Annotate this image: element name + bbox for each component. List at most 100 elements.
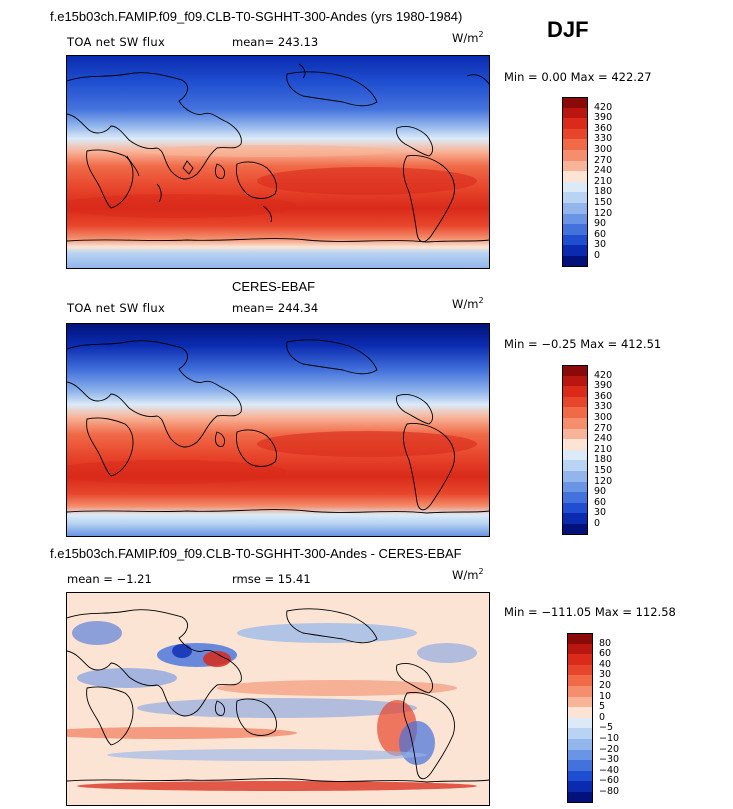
- panel3-map: [66, 592, 490, 806]
- season-label: DJF: [547, 17, 589, 42]
- colorbar-swatch: [562, 118, 588, 130]
- colorbar-tick-label: 20: [599, 680, 612, 691]
- colorbar-tick-label: 270: [594, 422, 613, 434]
- colorbar-tick-label: 0: [594, 518, 601, 529]
- colorbar-swatch: [567, 792, 593, 804]
- colorbar-swatch: [562, 107, 588, 119]
- colorbar-swatch: [562, 203, 588, 215]
- colorbar-swatch: [562, 524, 588, 536]
- colorbar-swatch: [562, 502, 588, 514]
- panel1-minmax: Min = 0.00 Max = 422.27: [504, 70, 652, 84]
- colorbar-tick-label: 90: [594, 486, 607, 498]
- colorbar-swatch: [562, 224, 588, 236]
- colorbar-swatch: [567, 686, 593, 698]
- colorbar-swatch: [567, 739, 593, 751]
- panel1-variable-label: TOA net SW flux: [67, 35, 166, 49]
- colorbar-tick-label: 270: [594, 154, 613, 166]
- colorbar-swatch: [562, 160, 588, 172]
- panel2-map-svg: [67, 324, 489, 536]
- colorbar-tick-label: 150: [594, 197, 613, 208]
- colorbar-swatch: [567, 643, 593, 655]
- colorbar-tick-label: 10: [599, 690, 612, 702]
- colorbar-swatch: [562, 213, 588, 225]
- colorbar-tick-label: 210: [594, 443, 613, 455]
- colorbar-swatch: [562, 396, 588, 408]
- colorbar-swatch: [567, 654, 593, 666]
- colorbar-swatch: [562, 97, 588, 109]
- colorbar-tick-label: 330: [594, 401, 613, 413]
- colorbar-tick-label: 420: [594, 101, 613, 113]
- panel2-units: W/m2: [452, 296, 484, 311]
- colorbar-swatch: [562, 439, 588, 451]
- colorbar-swatch: [567, 728, 593, 740]
- colorbar-swatch: [562, 492, 588, 504]
- colorbar-tick-label: 330: [594, 133, 613, 145]
- colorbar-tick-label: 60: [594, 496, 607, 508]
- colorbar-swatch: [567, 664, 593, 676]
- colorbar-tick-label: 90: [594, 218, 607, 230]
- colorbar-tick-label: 360: [594, 390, 613, 402]
- colorbar-tick-label: 420: [594, 369, 613, 381]
- panel1-units: W/m2: [452, 30, 484, 45]
- panel3-units: W/m2: [452, 567, 484, 582]
- colorbar-tick-label: −20: [599, 743, 620, 755]
- colorbar-swatch: [562, 234, 588, 246]
- colorbar-tick-label: 0: [599, 711, 606, 723]
- colorbar-swatch: [567, 717, 593, 729]
- colorbar-swatch: [562, 513, 588, 525]
- colorbar-tick-label: 180: [594, 186, 613, 198]
- colorbar-swatch: [562, 481, 588, 493]
- colorbar-swatch: [567, 770, 593, 782]
- panel2-colorbar: 420 390 360 330 300 270 240 210 180 150 120 90 60 30 0: [562, 365, 632, 536]
- panel3-rmse-label: rmse = 15.41: [232, 572, 311, 586]
- panel3-title: f.e15b03ch.FAMIP.f09_f09.CLB-T0-SGHHT-30…: [50, 546, 462, 561]
- colorbar-tick-label: 30: [599, 669, 612, 681]
- colorbar-swatch: [562, 171, 588, 183]
- colorbar-swatch: [562, 418, 588, 430]
- colorbar-swatch: [562, 245, 588, 257]
- colorbar-tick-label: 180: [594, 454, 613, 466]
- colorbar-tick-label: 300: [594, 144, 613, 155]
- colorbar-swatch: [562, 460, 588, 472]
- colorbar-tick-label: −40: [599, 764, 620, 776]
- colorbar-tick-label: 60: [599, 648, 612, 660]
- colorbar-tick-label: 120: [594, 475, 613, 487]
- colorbar-tick-label: 30: [594, 507, 607, 519]
- colorbar-tick-label: −5: [599, 722, 614, 734]
- panel1-mean-label: mean= 243.13: [232, 35, 319, 49]
- panel2-mean-label: mean= 244.34: [232, 301, 319, 315]
- colorbar-swatch: [562, 192, 588, 204]
- colorbar-swatch: [562, 365, 588, 377]
- colorbar-tick-label: 80: [599, 637, 612, 649]
- colorbar-tick-label: 390: [594, 112, 613, 124]
- panel3-mean-label: mean = −1.21: [67, 572, 152, 586]
- panel1-colorbar: 420 390 360 330 300 270 240 210 180 150 120 90 60 30 0: [562, 97, 632, 268]
- colorbar-swatch: [562, 449, 588, 461]
- colorbar-swatch: [562, 471, 588, 483]
- colorbar-tick-label: 240: [594, 165, 613, 177]
- colorbar-swatch: [567, 675, 593, 687]
- colorbar-tick-label: 60: [594, 228, 607, 240]
- colorbar-tick-label: 120: [594, 207, 613, 219]
- colorbar-swatch: [567, 749, 593, 761]
- colorbar-swatch: [567, 707, 593, 719]
- colorbar-tick-label: 30: [594, 239, 607, 251]
- panel1-map: [66, 55, 490, 269]
- colorbar-swatch: [562, 139, 588, 151]
- colorbar-swatch: [562, 407, 588, 419]
- panel2-map: [66, 323, 490, 537]
- colorbar-tick-label: −30: [599, 754, 620, 766]
- colorbar-tick-label: 40: [599, 658, 612, 670]
- colorbar-swatch: [562, 428, 588, 440]
- panel2-variable-label: TOA net SW flux: [67, 301, 166, 315]
- colorbar-swatch: [567, 760, 593, 772]
- panel2-title: CERES-EBAF: [232, 279, 316, 294]
- panel1-map-svg: [67, 56, 489, 268]
- colorbar-tick-label: 5: [599, 701, 606, 713]
- colorbar-tick-label: 210: [594, 175, 613, 187]
- panel2-minmax: Min = −0.25 Max = 412.51: [504, 337, 662, 351]
- colorbar-swatch: [567, 696, 593, 708]
- colorbar-swatch: [562, 128, 588, 140]
- panel3-map-svg: [67, 593, 489, 805]
- colorbar-tick-label: 390: [594, 380, 613, 392]
